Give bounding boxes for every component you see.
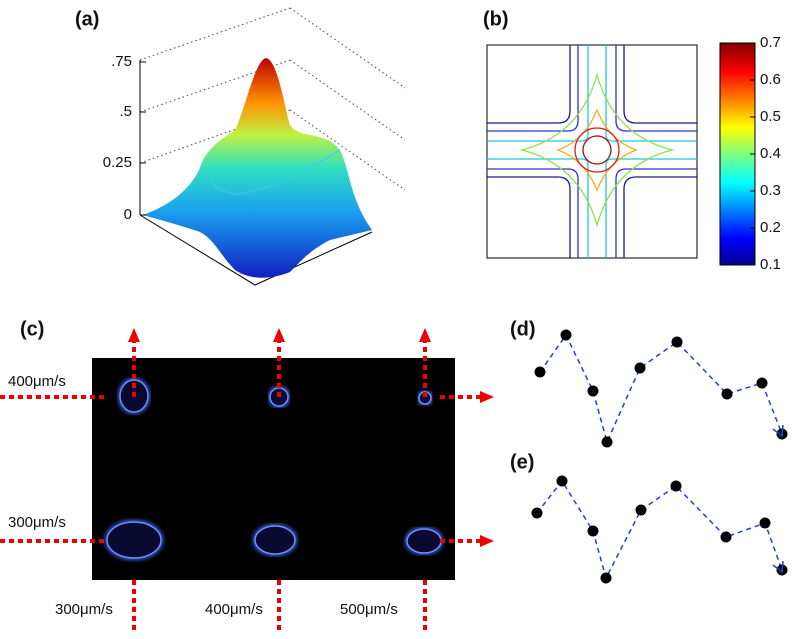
point — [531, 507, 543, 519]
point — [560, 329, 572, 341]
tick-label: 0.1 — [760, 256, 781, 273]
tick-label: 0.25 — [103, 154, 132, 171]
panel-label: (d) — [510, 318, 536, 340]
tick-label: 0.5 — [760, 108, 781, 125]
point — [721, 388, 733, 400]
trajectory — [536, 479, 783, 581]
trajectories — [531, 329, 788, 584]
colorbar-ticks: 0.7 0.6 0.5 0.4 0.3 0.2 0.1 — [750, 34, 781, 273]
colorbar — [719, 42, 756, 266]
tick-label: 0.6 — [760, 71, 781, 88]
contour-box — [486, 44, 698, 259]
point — [587, 385, 599, 397]
column-label: 400μm/s — [205, 601, 263, 618]
surface — [143, 58, 372, 278]
droplet — [406, 528, 442, 554]
panel-label: (c) — [20, 318, 44, 340]
point — [556, 475, 568, 487]
arrow-head — [480, 391, 494, 403]
point — [635, 504, 647, 516]
arrow-head — [480, 535, 494, 547]
droplet — [106, 521, 162, 559]
floor — [139, 214, 373, 286]
flow-arrows — [0, 328, 494, 632]
contour — [582, 135, 612, 165]
contours — [487, 45, 697, 258]
panel-label: (b) — [483, 8, 509, 30]
contour — [487, 176, 571, 258]
panel-label: (e) — [510, 451, 534, 473]
contour — [615, 168, 697, 258]
point — [600, 572, 612, 584]
surface-shade — [199, 149, 341, 195]
column-label: 300μm/s — [55, 601, 113, 618]
point — [587, 525, 599, 537]
tick-label: 0.7 — [760, 34, 781, 51]
contour — [519, 72, 675, 228]
tick-label: 0.3 — [760, 182, 781, 199]
point — [601, 436, 613, 448]
tick-label: .5 — [119, 103, 132, 120]
point — [759, 517, 771, 529]
arrow-head — [772, 560, 784, 574]
contour — [487, 45, 579, 132]
contour — [605, 158, 697, 258]
row-label: 300μm/s — [8, 514, 66, 531]
contour — [487, 45, 589, 142]
droplet — [254, 525, 296, 555]
point — [670, 480, 682, 492]
contour — [487, 168, 579, 258]
panel-label: (a) — [75, 8, 99, 30]
point — [671, 336, 683, 348]
column-label: 500μm/s — [340, 601, 398, 618]
arrow-head — [772, 424, 784, 438]
contour — [615, 45, 697, 132]
contour — [623, 176, 697, 258]
contour — [487, 45, 571, 124]
contour — [574, 127, 620, 173]
contour — [487, 158, 589, 258]
trajectory — [539, 333, 783, 445]
tick-label: 0.4 — [760, 145, 781, 162]
row-label: 400μm/s — [8, 373, 66, 390]
contour — [556, 108, 638, 192]
contour — [623, 45, 697, 124]
tick-label: 0 — [124, 206, 132, 223]
arrow-head — [273, 328, 285, 342]
tick-label: .75 — [111, 53, 132, 70]
point — [756, 377, 768, 389]
arrow-head — [128, 328, 140, 342]
box-edges — [139, 7, 406, 191]
arrow-head — [419, 328, 431, 342]
point — [720, 531, 732, 543]
point — [634, 362, 646, 374]
tick-label: 0.2 — [760, 219, 781, 236]
point — [534, 366, 546, 378]
contour — [605, 45, 697, 142]
z-ticks: .75 .5 0.25 0 — [103, 53, 146, 223]
